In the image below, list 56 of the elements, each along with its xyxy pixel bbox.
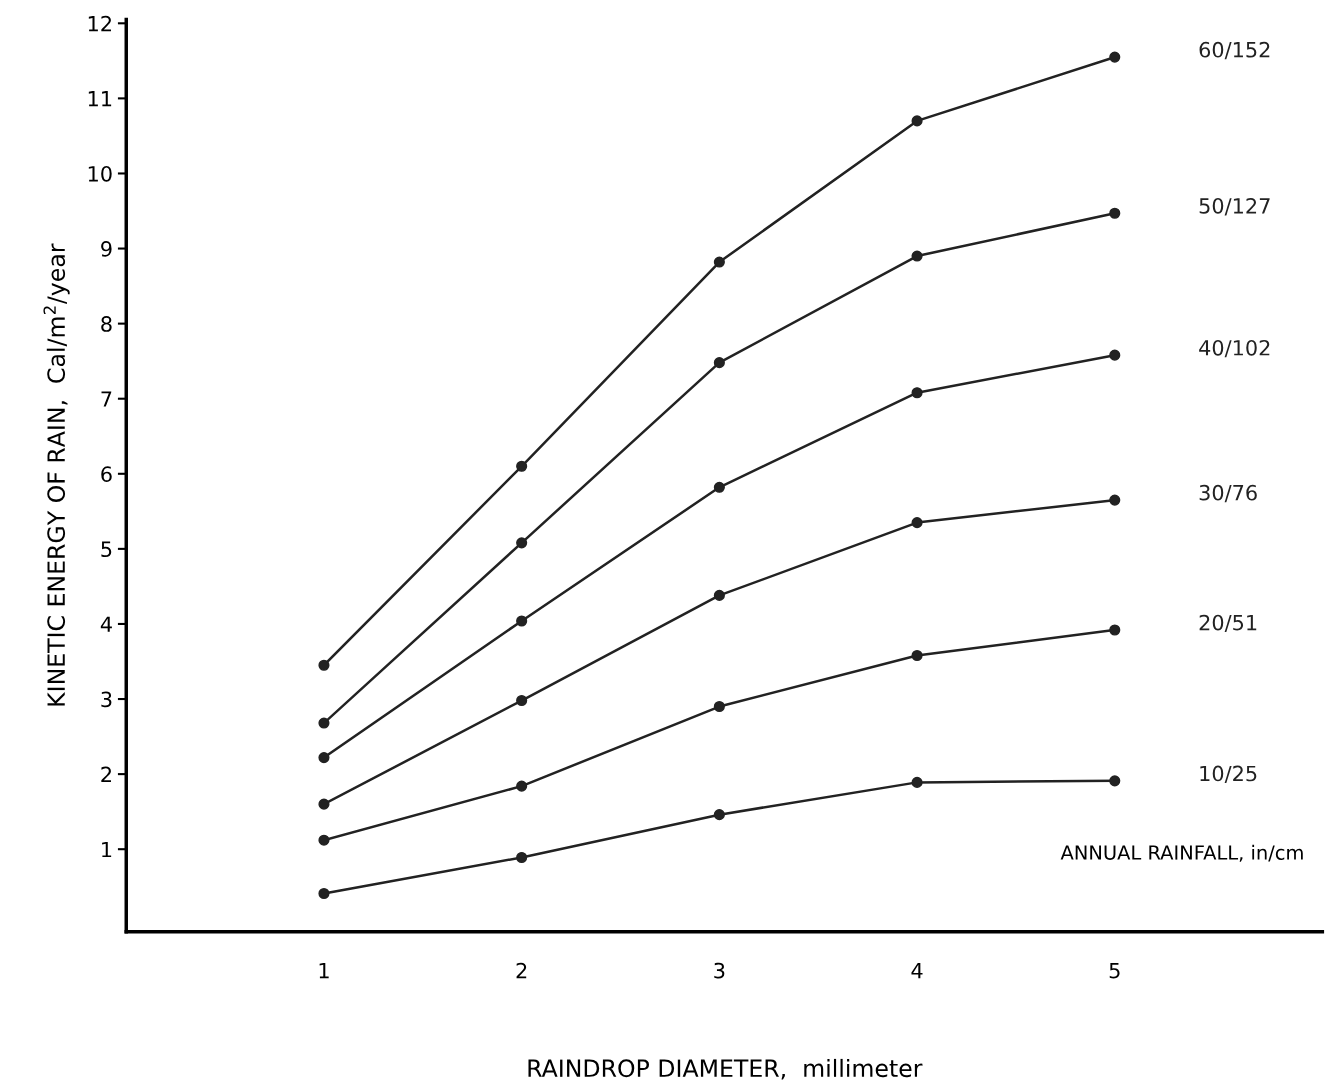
y-tick-label: 3 [101,691,112,708]
x-tick-label: 3 [714,962,725,979]
point [1109,207,1121,219]
point [318,798,330,810]
x-tick-label: 1 [319,962,329,979]
y-tick-label: 9 [101,241,112,257]
y-tick-label: 10 [88,165,112,182]
point [516,851,528,864]
point [318,834,330,846]
text: 60/152 [1199,41,1270,60]
point [911,115,923,127]
y-tick-label: 1 [102,841,112,858]
point [1109,51,1121,63]
x-tick-label: 5 [1109,962,1120,979]
point [516,780,528,792]
point [713,700,725,713]
point [318,717,330,729]
y-tick-label: 12 [88,15,111,32]
text: 20/51 [1199,614,1257,633]
point [911,517,923,529]
point [713,809,725,821]
point [516,615,528,627]
point [911,776,923,788]
point [713,589,725,601]
text: 10/25 [1200,765,1257,783]
text: 50/127 [1199,197,1270,216]
point [911,387,923,399]
x-tick-label: 2 [516,962,527,979]
point [516,460,528,472]
y-tick-label: 11 [88,91,112,107]
text: 30/76 [1199,484,1257,503]
y-tick-label: 8 [101,316,112,332]
point [318,752,330,764]
point [318,887,330,900]
point [1109,349,1121,361]
point [911,649,923,662]
x-axis-title: RAINDROP DIAMETER, millimeter [528,1058,923,1080]
point [318,659,330,671]
point [713,357,725,369]
y-tick-label: 2 [101,766,111,783]
y-tick-label: 6 [101,466,112,482]
point [1109,624,1121,636]
point [1109,494,1121,506]
point [516,537,528,549]
text: 40/102 [1199,339,1270,358]
y-tick-label: 5 [101,541,112,558]
point [1109,775,1121,787]
y-tick-label: 7 [101,391,112,407]
point [516,694,528,707]
x-tick-label: 4 [911,962,923,979]
point [911,250,923,262]
annotation: ANNUAL RAINFALL, in/cm [1060,844,1303,862]
point [713,256,725,268]
y-axis-title: KINETIC ENERGY OF RAIN, Cal/m$^{2}$/year [43,243,70,706]
y-tick-label: 4 [100,616,112,632]
point [713,481,725,493]
